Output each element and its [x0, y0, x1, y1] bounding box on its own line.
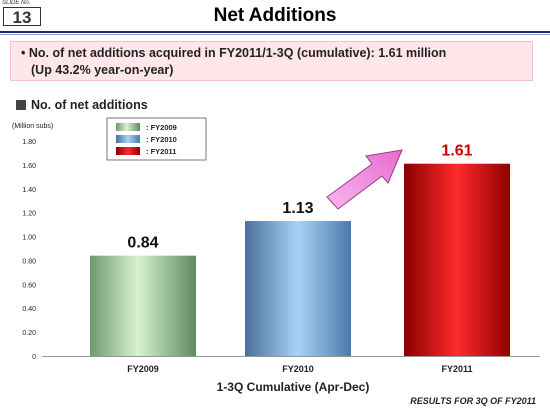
legend-label: : FY2009 [146, 123, 177, 132]
y-tick-label: 0.60 [22, 282, 36, 289]
data-label: 1.13 [282, 200, 313, 217]
y-tick-label: 1.80 [22, 139, 36, 146]
legend-label: : FY2011 [146, 147, 176, 156]
square-bullet-icon [16, 100, 26, 110]
slide-number: 13 [3, 7, 41, 27]
y-tick-label: 1.40 [22, 187, 36, 194]
page-title: Net Additions [213, 5, 337, 26]
footer-text: RESULTS FOR 3Q OF FY2011 [410, 396, 536, 406]
x-tick-label: FY2009 [127, 364, 159, 374]
bar-fy2009 [90, 255, 196, 356]
x-tick-label: FY2011 [441, 364, 472, 374]
y-tick-label: 1.00 [22, 235, 36, 242]
y-tick-label: 0.20 [22, 330, 36, 337]
section-heading: No. of net additions [16, 98, 148, 112]
bar-fy2010 [245, 221, 351, 356]
bar-fy2011 [404, 163, 510, 356]
summary-line-1: • No. of net additions acquired in FY201… [21, 46, 447, 60]
x-tick-label: FY2010 [282, 364, 314, 374]
y-tick-label: 1.20 [22, 211, 36, 218]
summary-line-2: (Up 43.2% year-on-year) [31, 63, 174, 77]
slide-number-label: SLIDE No. [2, 0, 31, 6]
y-tick-label: 0 [32, 354, 36, 361]
chart-legend: : FY2009 : FY2010 : FY2011 [106, 117, 207, 161]
data-label: 1.61 [441, 143, 472, 160]
x-axis-label: 1-3Q Cumulative (Apr-Dec) [217, 380, 370, 394]
legend-label: : FY2010 [146, 135, 177, 144]
y-tick-label: 1.60 [22, 163, 36, 170]
y-axis-label: (Million subs) [12, 123, 53, 130]
title-rule [0, 31, 550, 33]
title-rule-secondary [0, 34, 550, 35]
legend-swatch [116, 147, 140, 155]
growth-arrow-icon [326, 149, 403, 210]
summary-box: • No. of net additions acquired in FY201… [10, 41, 533, 81]
section-heading-text: No. of net additions [31, 98, 148, 112]
data-label: 0.84 [127, 235, 158, 252]
legend-swatch [116, 123, 140, 131]
y-tick-label: 0.80 [22, 258, 36, 265]
y-tick-label: 0.40 [22, 306, 36, 313]
legend-swatch [116, 135, 140, 143]
